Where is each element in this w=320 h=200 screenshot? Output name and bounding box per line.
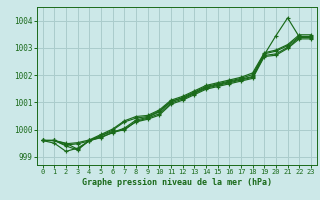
X-axis label: Graphe pression niveau de la mer (hPa): Graphe pression niveau de la mer (hPa) — [82, 178, 272, 187]
